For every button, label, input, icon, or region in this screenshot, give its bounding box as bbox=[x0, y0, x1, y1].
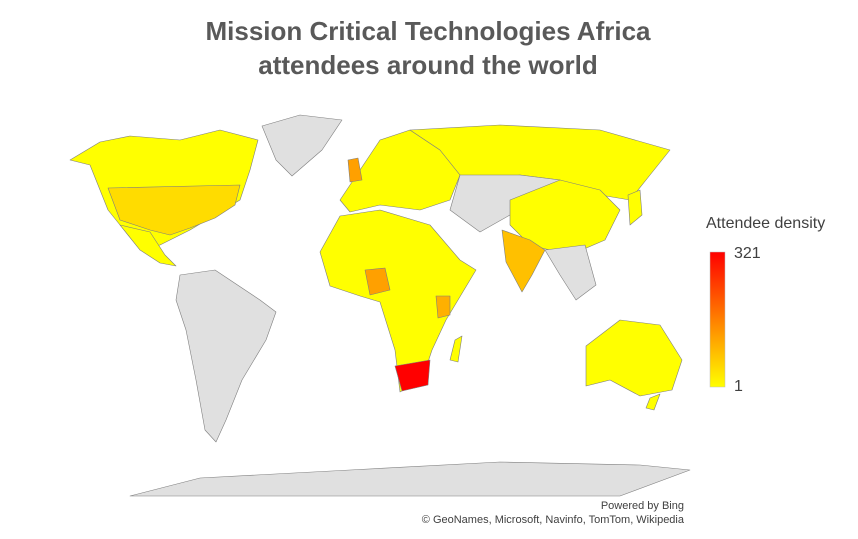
legend-title: Attendee density bbox=[706, 215, 825, 232]
country bbox=[501, 229, 546, 293]
madagascar bbox=[449, 335, 463, 363]
title-line: Mission Critical Technologies Africa bbox=[206, 16, 652, 46]
title-line: attendees around the world bbox=[258, 50, 598, 80]
new-zealand bbox=[645, 393, 661, 411]
country bbox=[435, 295, 451, 319]
greenland bbox=[261, 114, 343, 177]
australia bbox=[585, 319, 683, 397]
antarctica bbox=[129, 461, 691, 497]
country bbox=[394, 359, 431, 392]
country bbox=[347, 157, 363, 183]
japan bbox=[627, 189, 643, 226]
attribution: © GeoNames, Microsoft, Navinfo, TomTom, … bbox=[422, 514, 685, 526]
country bbox=[107, 184, 241, 236]
central-america bbox=[119, 224, 177, 267]
world-map bbox=[69, 114, 691, 497]
country bbox=[364, 267, 391, 296]
south-america bbox=[175, 269, 277, 443]
china bbox=[509, 179, 621, 256]
legend-gradient bbox=[709, 251, 726, 388]
legend-min: 1 bbox=[734, 378, 743, 395]
legend-max: 321 bbox=[734, 245, 761, 262]
africa bbox=[319, 209, 477, 393]
southeast-asia bbox=[544, 244, 597, 301]
attribution: Powered by Bing bbox=[601, 500, 684, 512]
